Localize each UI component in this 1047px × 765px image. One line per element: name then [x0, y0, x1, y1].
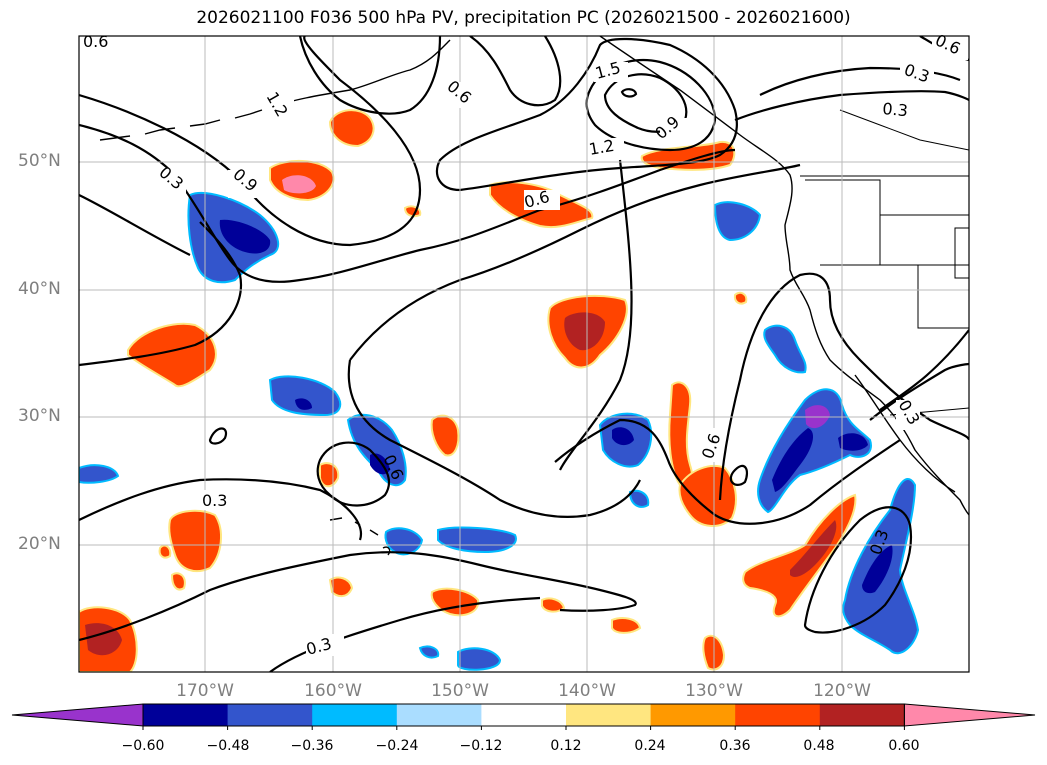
pv-contour: [554, 418, 901, 525]
precip-blob: [319, 462, 340, 488]
border-states: [805, 179, 969, 329]
precip-blob: [668, 381, 693, 488]
precip-blob: [742, 493, 857, 618]
pv-contour: [298, 36, 442, 115]
coastline-islands: [329, 517, 391, 556]
precip-blob: [678, 465, 737, 527]
precip-blob: [437, 526, 517, 554]
precip-blob: [158, 544, 172, 559]
pv-contour: [435, 37, 738, 192]
pv-contour: [208, 427, 228, 445]
pv-contour: [79, 551, 637, 642]
contour-label: 0.3: [202, 491, 227, 510]
precip-blob: [127, 322, 217, 388]
political-borders: [800, 109, 969, 416]
coastline-alaska: [269, 39, 451, 109]
precip-blob: [328, 109, 375, 148]
pv-contour: [879, 329, 969, 411]
precip-blob: [628, 489, 650, 508]
pv-contour: [79, 221, 242, 367]
lon-label-130w: 130°W: [685, 681, 743, 701]
lon-label-150w: 150°W: [431, 681, 489, 701]
precip-blob: [457, 647, 502, 671]
border-canada-alaska: [839, 109, 969, 151]
colorbar-tick: −0.12: [459, 738, 503, 754]
pv-contour: [759, 66, 961, 96]
lon-label-140w: 140°W: [558, 681, 616, 701]
colorbar-tick: −0.24: [375, 738, 419, 754]
lat-label-30n: 30°N: [18, 406, 61, 426]
precip-blob: [168, 509, 222, 573]
pv-contour: [316, 441, 391, 507]
precip-blob: [268, 375, 342, 417]
colorbar-tick: 0.60: [888, 738, 920, 754]
precip-blob: [430, 414, 460, 457]
pv-contour: [620, 88, 638, 98]
precip-blob: [790, 520, 837, 577]
graticule: [79, 36, 969, 672]
precip-blob: [838, 433, 868, 451]
pv-contour: [869, 362, 969, 421]
precip-negative-areas: [79, 191, 920, 671]
precip-blob: [282, 175, 316, 194]
coastline-northwest: [599, 36, 969, 516]
precip-blob: [170, 572, 186, 591]
pv-contour: [469, 36, 562, 107]
pv-contour: [734, 90, 969, 122]
contour-label: 0.3: [882, 99, 909, 120]
pv-contour: [718, 272, 969, 501]
pv-contour: [803, 506, 913, 634]
map-title: 2026021100 F036 500 hPa PV, precipitatio…: [196, 8, 851, 28]
precip-blob: [564, 312, 605, 351]
colorbar-tick: −0.36: [290, 738, 334, 754]
precip-blob: [79, 464, 120, 484]
precip-blob: [328, 576, 354, 598]
precip-blob: [219, 219, 271, 254]
pv-contour: [559, 159, 633, 471]
pv-contour: [79, 194, 191, 256]
coastline-baja: [854, 374, 956, 493]
precip-blob: [346, 413, 407, 487]
colorbar-tick: −0.60: [121, 738, 165, 754]
precip-blob: [384, 527, 424, 556]
lon-label-160w: 160°W: [304, 681, 362, 701]
colorbar-tick: 0.12: [550, 738, 582, 754]
precip-blob: [772, 428, 814, 492]
precip-blob: [295, 398, 312, 410]
precip-blob: [541, 597, 566, 613]
colorbar-tick: 0.36: [719, 738, 751, 754]
lon-label-120w: 120°W: [813, 681, 871, 701]
precip-blob: [733, 291, 748, 305]
precip-blob: [418, 645, 440, 659]
colorbar-tick: 0.48: [803, 738, 835, 754]
coastlines: [99, 36, 969, 556]
lat-label-50n: 50°N: [18, 151, 61, 171]
pv-contour: [79, 478, 363, 541]
precip-blob: [612, 427, 634, 446]
precip-blob: [611, 617, 642, 634]
contour-label: 0.6: [83, 32, 108, 51]
pv-contour: [79, 36, 422, 247]
lat-label-40n: 40°N: [18, 279, 61, 299]
precip-blob: [713, 201, 762, 242]
precip-blob: [763, 324, 807, 374]
lat-label-20n: 20°N: [18, 534, 61, 554]
coastline-alaska-islands: [99, 109, 263, 141]
contour-label: 1.2: [587, 136, 615, 159]
pv-contour: [729, 464, 749, 486]
lon-label-170w: 170°W: [176, 681, 234, 701]
contour-labels: 0.6 1.2 0.3 0.9 0.6 1.5 1.2 0.9 0.3 0.6 …: [80, 30, 968, 659]
colorbar-tick: −0.48: [206, 738, 250, 754]
pv-contour: [269, 596, 541, 672]
pv-contour: [585, 59, 717, 152]
precip-blob: [862, 545, 893, 594]
colorbar-tick: 0.24: [634, 738, 666, 754]
pv-contour: [349, 163, 801, 361]
map-frame: [78, 35, 970, 673]
